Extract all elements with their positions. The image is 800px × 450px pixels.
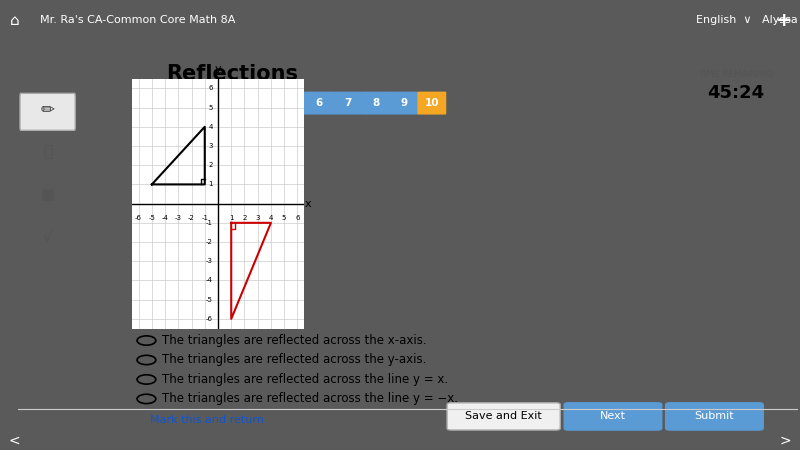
Text: ■: ■ — [41, 187, 54, 202]
FancyBboxPatch shape — [447, 403, 560, 430]
Text: ✏: ✏ — [41, 100, 54, 118]
Text: Next: Next — [600, 411, 626, 422]
Text: The triangles are reflected across the y-axis.: The triangles are reflected across the y… — [162, 354, 426, 366]
Text: <: < — [9, 434, 20, 448]
Text: -1: -1 — [202, 215, 208, 221]
FancyBboxPatch shape — [564, 403, 662, 430]
Text: 6: 6 — [295, 215, 300, 221]
Text: 6: 6 — [316, 98, 323, 108]
Text: -3: -3 — [206, 258, 213, 264]
Text: Reflections: Reflections — [166, 64, 298, 84]
Text: 2: 2 — [242, 215, 246, 221]
Text: -5: -5 — [149, 215, 155, 221]
Text: Submit: Submit — [694, 411, 734, 422]
Text: 9: 9 — [400, 98, 407, 108]
Text: -6: -6 — [135, 215, 142, 221]
FancyBboxPatch shape — [333, 92, 362, 115]
Text: The triangles are reflected across the line y = −x.: The triangles are reflected across the l… — [162, 392, 458, 405]
Text: y: y — [214, 64, 222, 74]
Text: Quiz: Quiz — [166, 86, 194, 99]
Text: Mark this and return: Mark this and return — [150, 415, 264, 425]
Text: 6: 6 — [208, 86, 213, 91]
FancyBboxPatch shape — [361, 92, 390, 115]
Text: 3: 3 — [208, 143, 213, 149]
Text: -4: -4 — [206, 278, 213, 284]
FancyBboxPatch shape — [305, 92, 334, 115]
Text: 3: 3 — [255, 215, 260, 221]
Text: The triangles are reflected across the x-axis.: The triangles are reflected across the x… — [162, 334, 426, 347]
Text: 🎧: 🎧 — [43, 144, 52, 159]
Text: 45:24: 45:24 — [707, 85, 765, 103]
Text: 4: 4 — [269, 215, 273, 221]
Text: 1: 1 — [175, 98, 182, 108]
FancyBboxPatch shape — [390, 92, 418, 115]
Text: TIME REMAINING: TIME REMAINING — [698, 70, 774, 79]
FancyBboxPatch shape — [164, 92, 194, 115]
Text: 3: 3 — [231, 98, 238, 108]
Text: -5: -5 — [206, 297, 213, 303]
Text: 2: 2 — [208, 162, 213, 168]
Text: Save and Exit: Save and Exit — [466, 411, 542, 422]
Text: 4: 4 — [259, 98, 267, 108]
FancyBboxPatch shape — [666, 403, 763, 430]
Text: 10: 10 — [425, 98, 439, 108]
Text: 7: 7 — [344, 98, 351, 108]
Text: -4: -4 — [162, 215, 169, 221]
Text: 5: 5 — [282, 215, 286, 221]
Text: Active: Active — [211, 86, 250, 99]
Text: -1: -1 — [206, 220, 213, 226]
FancyBboxPatch shape — [221, 92, 250, 115]
Text: 2: 2 — [203, 98, 210, 108]
Text: 5: 5 — [288, 98, 295, 108]
Text: English  ∨   Alyssa Hill: English ∨ Alyssa Hill — [696, 15, 800, 25]
Text: -6: -6 — [206, 316, 213, 322]
Text: 1: 1 — [229, 215, 234, 221]
Text: 1: 1 — [208, 181, 213, 187]
Text: +: + — [776, 11, 792, 30]
FancyBboxPatch shape — [277, 92, 306, 115]
Text: -2: -2 — [206, 239, 213, 245]
Text: The triangles are reflected across the line y = x.: The triangles are reflected across the l… — [162, 373, 448, 386]
Text: >: > — [780, 434, 791, 448]
FancyBboxPatch shape — [249, 92, 278, 115]
Text: 8: 8 — [372, 98, 379, 108]
Text: 4: 4 — [208, 124, 213, 130]
FancyBboxPatch shape — [193, 92, 222, 115]
FancyBboxPatch shape — [20, 93, 75, 130]
Text: -2: -2 — [188, 215, 195, 221]
Text: 5: 5 — [208, 104, 213, 111]
Text: -3: -3 — [175, 215, 182, 221]
Text: ⌂: ⌂ — [10, 13, 19, 27]
Text: x: x — [305, 198, 311, 209]
Text: Mr. Ra's CA-Common Core Math 8A: Mr. Ra's CA-Common Core Math 8A — [40, 15, 235, 25]
FancyBboxPatch shape — [418, 92, 446, 115]
Text: √: √ — [42, 230, 53, 245]
